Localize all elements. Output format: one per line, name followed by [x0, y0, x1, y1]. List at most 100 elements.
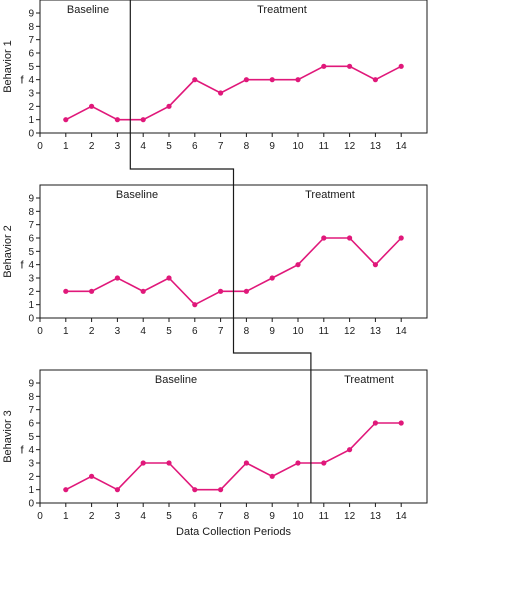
- x-tick-label: 13: [370, 141, 382, 152]
- y-tick-label: 9: [28, 9, 34, 20]
- x-tick-label: 11: [319, 326, 330, 337]
- x-tick-label: 5: [166, 141, 172, 152]
- x-tick-label: 4: [140, 511, 146, 522]
- data-point: [295, 262, 301, 268]
- y-tick-label: 0: [28, 499, 34, 510]
- y-tick-label: 5: [28, 247, 34, 258]
- y-tick-label: 2: [28, 287, 34, 298]
- data-point: [347, 235, 353, 241]
- y-tick-label: 0: [28, 129, 34, 140]
- x-tick-label: 1: [63, 511, 69, 522]
- y-tick-label: 9: [28, 379, 34, 390]
- phase-label-baseline: Baseline: [116, 189, 158, 201]
- data-point: [140, 117, 146, 123]
- y-tick-label: 7: [28, 405, 34, 416]
- data-point: [140, 460, 146, 466]
- x-tick-label: 5: [166, 326, 172, 337]
- phase-label-treatment: Treatment: [305, 189, 355, 201]
- x-tick-label: 6: [192, 141, 198, 152]
- y-tick-label: 6: [28, 234, 34, 245]
- y-tick-label: 0: [28, 314, 34, 325]
- y-axis-label: Behavior 1: [2, 40, 14, 93]
- y-tick-label: 1: [28, 300, 34, 311]
- phase-label-baseline: Baseline: [155, 374, 197, 386]
- x-tick-label: 9: [269, 141, 275, 152]
- data-point: [192, 487, 198, 493]
- x-tick-label: 0: [37, 326, 43, 337]
- y-tick-label: 4: [28, 75, 34, 86]
- y-axis-label: Behavior 3: [2, 410, 14, 463]
- y-tick-label: 5: [28, 62, 34, 73]
- data-point: [243, 460, 249, 466]
- y-tick-label: 6: [28, 49, 34, 60]
- data-point: [114, 275, 120, 281]
- x-tick-label: 14: [396, 326, 408, 337]
- y-tick-label: 3: [28, 459, 34, 470]
- phase-label-baseline: Baseline: [67, 4, 109, 16]
- y-tick-label: 3: [28, 89, 34, 100]
- series-line: [65, 422, 402, 491]
- x-tick-label: 11: [319, 511, 330, 522]
- data-point: [372, 262, 378, 268]
- y-tick-label: 2: [28, 102, 34, 113]
- data-point: [295, 460, 301, 466]
- data-point: [63, 288, 69, 294]
- data-point: [63, 117, 69, 123]
- data-point: [140, 288, 146, 294]
- x-tick-label: 13: [370, 511, 382, 522]
- x-tick-label: 14: [396, 141, 408, 152]
- x-tick-label: 3: [115, 511, 121, 522]
- x-tick-label: 2: [89, 326, 95, 337]
- y-tick-label: 4: [28, 260, 34, 271]
- series-line: [65, 65, 402, 121]
- data-point: [218, 487, 224, 493]
- data-point: [89, 288, 95, 294]
- x-tick-label: 10: [292, 511, 304, 522]
- data-point: [243, 77, 249, 83]
- data-point: [63, 487, 69, 493]
- x-tick-label: 11: [319, 141, 330, 152]
- x-tick-label: 2: [89, 511, 95, 522]
- x-tick-label: 14: [396, 511, 408, 522]
- x-tick-label: 4: [140, 141, 146, 152]
- x-tick-label: 10: [292, 326, 304, 337]
- x-tick-label: 7: [218, 511, 224, 522]
- data-point: [295, 77, 301, 83]
- x-tick-label: 5: [166, 511, 172, 522]
- x-tick-label: 8: [244, 326, 250, 337]
- x-tick-label: 12: [344, 511, 356, 522]
- y-tick-label: 5: [28, 432, 34, 443]
- data-point: [321, 63, 327, 69]
- data-point: [269, 77, 275, 83]
- y-tick-label: 8: [28, 207, 34, 218]
- data-point: [166, 275, 172, 281]
- x-tick-label: 6: [192, 511, 198, 522]
- y-tick-label: 9: [28, 194, 34, 205]
- x-tick-label: 10: [292, 141, 304, 152]
- x-tick-label: 12: [344, 141, 356, 152]
- x-tick-label: 3: [115, 326, 121, 337]
- data-point: [114, 487, 120, 493]
- x-tick-label: 13: [370, 326, 382, 337]
- y-tick-label: 7: [28, 35, 34, 46]
- x-tick-label: 0: [37, 141, 43, 152]
- phase-label-treatment: Treatment: [344, 374, 394, 386]
- y-tick-label: 6: [28, 419, 34, 430]
- x-tick-label: 9: [269, 511, 275, 522]
- y-tick-label: 4: [28, 445, 34, 456]
- data-point: [218, 288, 224, 294]
- phase-label-treatment: Treatment: [257, 4, 307, 16]
- data-point: [372, 77, 378, 83]
- panel-frame: [39, 369, 428, 504]
- y-tick-label: 1: [28, 485, 34, 496]
- x-axis-label: Data Collection Periods: [176, 526, 291, 538]
- data-point: [243, 288, 249, 294]
- x-tick-label: 7: [218, 326, 224, 337]
- x-tick-label: 8: [244, 511, 250, 522]
- y-axis-f-label: f: [20, 260, 24, 272]
- panel-frame: [39, 0, 428, 134]
